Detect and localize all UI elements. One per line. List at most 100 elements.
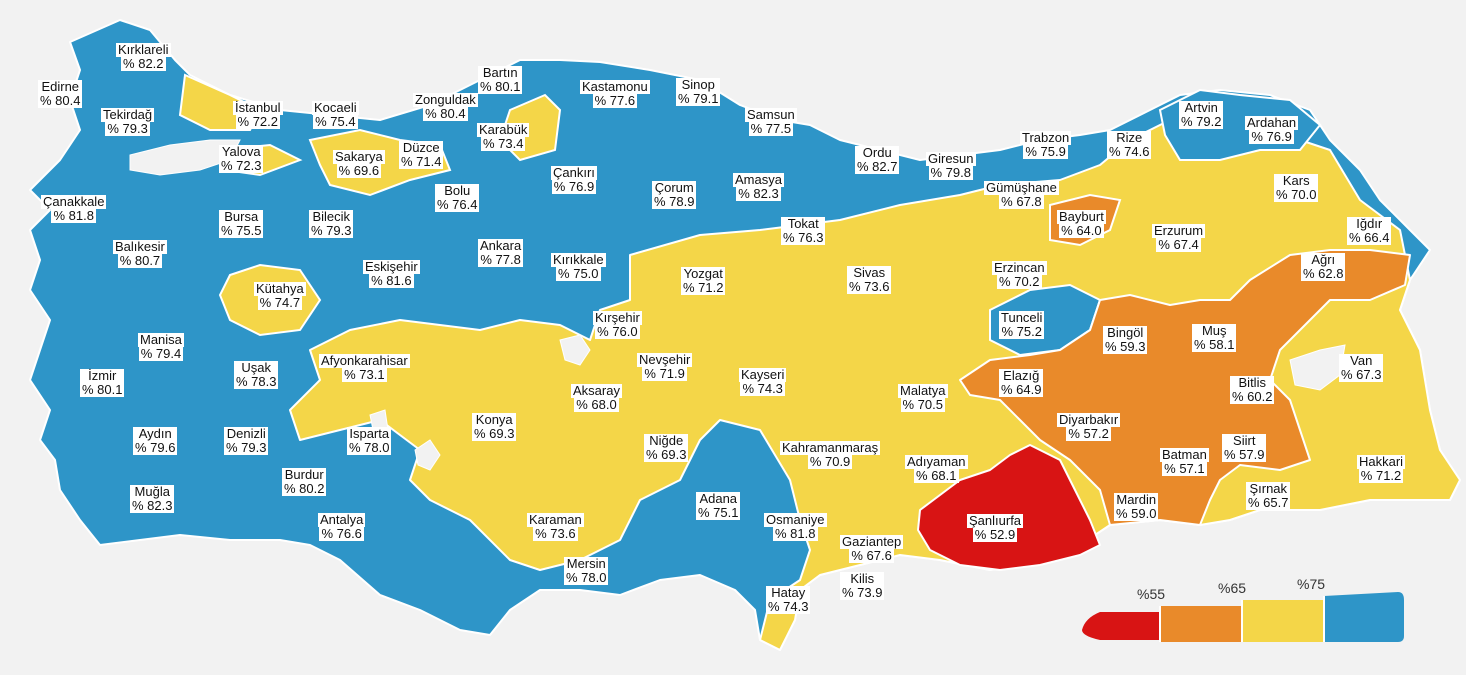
province-name: Manisa [138, 332, 184, 347]
province-value: % 69.3 [644, 447, 689, 462]
province-label: Kayseri% 74.3 [739, 368, 787, 396]
province-name: Denizli [224, 427, 269, 441]
province-label: İstanbul% 72.2 [233, 101, 283, 129]
province-name: Bolu [435, 184, 480, 198]
province-label: Sakarya% 69.6 [333, 150, 385, 178]
province-name: Gümüşhane [984, 180, 1059, 195]
province-label: Konya% 69.3 [472, 413, 517, 441]
province-name: Bilecik [309, 210, 354, 224]
province-name: Eskişehir [363, 259, 420, 274]
province-value: % 68.0 [574, 397, 619, 412]
lake-tuz [559, 334, 591, 366]
province-value: % 67.8 [999, 194, 1044, 209]
province-name: Çankırı [551, 165, 597, 180]
province-name: Kastamonu [580, 79, 650, 94]
legend-bin-red [1082, 612, 1160, 640]
province-label: Ağrı% 62.8 [1301, 253, 1346, 281]
province-label: Mersin% 78.0 [564, 557, 609, 585]
province-value: % 78.3 [234, 374, 279, 389]
province-name: Tokat [781, 217, 826, 231]
province-label: Amasya% 82.3 [733, 173, 784, 201]
province-label: Erzurum% 67.4 [1152, 224, 1206, 252]
province-name: Ordu [855, 146, 900, 160]
province-label: Iğdır% 66.4 [1347, 217, 1392, 245]
province-label: Çorum% 78.9 [652, 181, 697, 209]
province-label: Kırklareli% 82.2 [116, 43, 171, 71]
province-name: Çanakkale [41, 194, 107, 209]
province-value: % 82.3 [736, 186, 781, 201]
province-value: % 76.9 [1249, 129, 1294, 144]
province-label: Artvin% 79.2 [1179, 101, 1224, 129]
province-name: Zonguldak [413, 92, 478, 107]
province-label: Kırşehir% 76.0 [593, 311, 642, 339]
province-value: % 64.9 [999, 382, 1044, 397]
province-label: Giresun% 79.8 [926, 152, 976, 180]
province-name: Niğde [644, 434, 689, 448]
province-name: İstanbul [233, 100, 283, 115]
province-name: Afyonkarahisar [319, 353, 410, 368]
province-value: % 78.0 [564, 570, 609, 585]
province-name: Tunceli [999, 310, 1045, 325]
province-value: % 73.4 [480, 136, 526, 151]
province-value: % 73.9 [840, 585, 885, 600]
province-name: Bitlis [1230, 376, 1275, 390]
province-value: % 73.6 [847, 279, 892, 294]
province-name: Hatay [766, 586, 811, 600]
province-label: Kastamonu% 77.6 [580, 80, 650, 108]
province-label: Bursa% 75.5 [219, 210, 264, 238]
province-label: Uşak% 78.3 [234, 361, 279, 389]
province-value: % 57.1 [1162, 461, 1207, 476]
province-value: % 75.0 [556, 266, 601, 281]
province-value: % 77.5 [748, 121, 794, 136]
province-label: Ordu% 82.7 [855, 146, 900, 174]
province-value: % 68.1 [914, 468, 959, 483]
province-value: % 76.9 [551, 179, 597, 194]
legend-threshold-55: %55 [1137, 586, 1166, 602]
province-name: Batman [1160, 447, 1209, 462]
province-value: % 75.5 [219, 223, 264, 238]
province-label: Kahramanmaraş% 70.9 [780, 441, 881, 469]
province-label: Bilecik% 79.3 [309, 210, 354, 238]
province-name: Samsun [745, 107, 797, 122]
province-value: % 78.0 [347, 440, 392, 455]
province-name: Kocaeli [312, 100, 359, 115]
lake-beysehir [414, 439, 441, 471]
province-value: % 74.3 [740, 381, 785, 396]
province-value: % 80.7 [117, 253, 163, 268]
province-name: Artvin [1179, 101, 1224, 115]
province-name: Diyarbakır [1057, 412, 1121, 427]
province-label: Kırıkkale% 75.0 [551, 253, 606, 281]
province-label: Kocaeli% 75.4 [312, 101, 359, 129]
province-label: Van% 67.3 [1339, 354, 1384, 382]
province-name: Van [1339, 354, 1384, 368]
province-label: Niğde% 69.3 [644, 434, 689, 462]
province-label: Nevşehir% 71.9 [637, 353, 693, 381]
province-name: Yozgat [681, 267, 726, 281]
province-name: Mardin [1114, 493, 1159, 507]
province-value: % 66.4 [1347, 230, 1392, 245]
province-value: % 76.4 [435, 197, 480, 212]
province-value: % 79.6 [133, 440, 178, 455]
province-label: Şırnak% 65.7 [1246, 482, 1291, 510]
province-name: Sinop [676, 78, 721, 92]
province-label: Erzincan% 70.2 [992, 261, 1047, 289]
province-value: % 71.2 [1358, 468, 1404, 483]
province-value: % 79.4 [138, 346, 184, 361]
province-label: Tekirdağ% 79.3 [101, 108, 155, 136]
province-name: Adıyaman [905, 454, 968, 469]
province-label: Bartın% 80.1 [478, 66, 523, 94]
province-label: Kilis% 73.9 [840, 572, 885, 600]
province-label: Muğla% 82.3 [130, 485, 175, 513]
province-label: Malatya% 70.5 [898, 384, 948, 412]
province-name: Edirne [38, 80, 83, 94]
province-name: Aydın [133, 427, 178, 441]
province-label: Gümüşhane% 67.8 [984, 181, 1059, 209]
province-value: % 70.2 [997, 274, 1042, 289]
legend-bin-yellow [1242, 600, 1324, 642]
province-label: Edirne% 80.4 [38, 80, 83, 108]
province-value: % 79.1 [676, 91, 721, 106]
province-value: % 75.1 [696, 505, 741, 520]
province-label: Diyarbakır% 57.2 [1057, 412, 1121, 441]
province-label: Çanakkale% 81.8 [41, 194, 107, 223]
province-label: Sinop% 79.1 [676, 78, 721, 106]
